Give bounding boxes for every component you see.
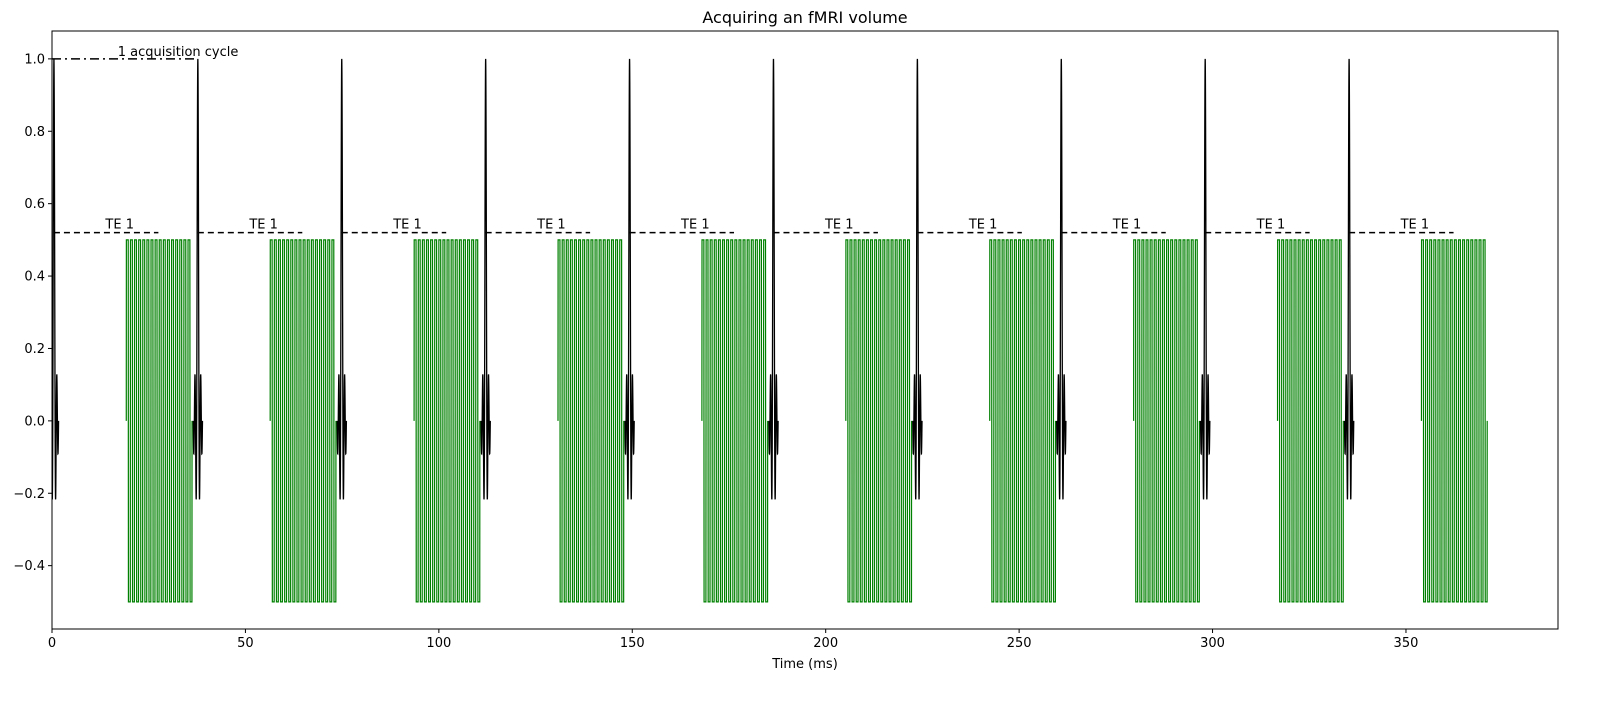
- x-tick-label: 200: [813, 636, 838, 651]
- rf-pulse-3: [336, 58, 348, 500]
- y-tick-label: 0.8: [24, 125, 45, 140]
- rf-pulse-6: [768, 58, 779, 500]
- readout-gradient-4: [557, 239, 625, 603]
- rf-pulse-4: [480, 58, 491, 500]
- readout-gradient-8: [1133, 239, 1200, 603]
- y-tick-label: 0.4: [24, 270, 45, 285]
- rf-pulse-8: [1055, 58, 1067, 500]
- y-tick-label: 0.0: [24, 414, 45, 429]
- te-label-2: TE 1: [248, 218, 278, 233]
- te-label-3: TE 1: [392, 218, 422, 233]
- te-label-9: TE 1: [1256, 218, 1286, 233]
- rf-pulse-10: [1343, 58, 1355, 500]
- x-tick-label: 0: [48, 636, 56, 651]
- rf-pulse-9: [1199, 58, 1211, 500]
- y-tick-label: 0.6: [24, 197, 45, 212]
- y-tick-label: −0.4: [13, 559, 45, 574]
- te-label-6: TE 1: [824, 218, 854, 233]
- readout-gradient-10: [1420, 239, 1488, 603]
- acquisition-cycle-label: 1 acquisition cycle: [118, 45, 239, 60]
- readout-gradient-2: [269, 239, 337, 603]
- readout-gradient-7: [989, 239, 1057, 603]
- rf-pulse-7: [912, 58, 923, 500]
- y-tick-label: −0.2: [13, 487, 45, 502]
- rf-pulse-2: [192, 58, 204, 500]
- chart-title: Acquiring an fMRI volume: [702, 8, 907, 27]
- rf-pulse-5: [624, 58, 635, 500]
- te-label-7: TE 1: [968, 218, 998, 233]
- te-label-8: TE 1: [1112, 218, 1142, 233]
- x-tick-label: 50: [237, 636, 254, 651]
- readout-gradient-6: [845, 239, 913, 603]
- x-tick-label: 350: [1394, 636, 1419, 651]
- axes: 0 50 100 150 200 250 300 350 −0.4 −0.2 0.0 0.2 0.4 0.…: [13, 30, 1559, 651]
- readout-gradient-1: [125, 239, 193, 603]
- x-tick-label: 250: [1007, 636, 1032, 651]
- x-tick-label: 150: [620, 636, 645, 651]
- plot-area: TE 1 TE 1 TE 1 TE 1 TE 1 TE 1 TE 1 TE 1 TE 1 TE 1…: [52, 45, 1488, 603]
- readout-gradient-5: [701, 239, 769, 603]
- y-tick-label: 0.2: [24, 342, 45, 357]
- y-tick-label: 1.0: [24, 52, 45, 67]
- x-tick-label: 300: [1200, 636, 1225, 651]
- te-label-1: TE 1: [104, 218, 134, 233]
- readout-gradient-9: [1276, 239, 1344, 603]
- axes-frame: [51, 30, 1559, 630]
- rf-pulse-1: [52, 58, 60, 500]
- te-label-4: TE 1: [536, 218, 566, 233]
- x-axis-label: Time (ms): [771, 657, 838, 672]
- te-label-5: TE 1: [680, 218, 710, 233]
- te-label-10: TE 1: [1400, 218, 1430, 233]
- readout-gradient-3: [413, 239, 481, 603]
- x-tick-label: 100: [426, 636, 451, 651]
